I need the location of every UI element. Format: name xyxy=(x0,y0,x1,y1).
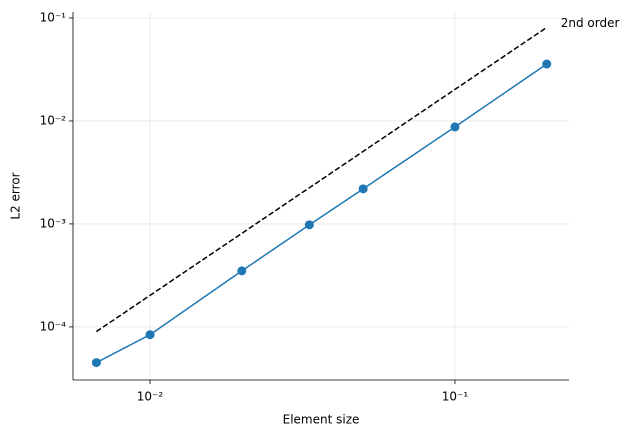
series-line xyxy=(96,63,548,364)
data-point xyxy=(358,184,368,194)
data-point xyxy=(304,220,314,230)
data-point xyxy=(145,330,155,340)
x-tick-label: 10⁻² xyxy=(137,390,164,404)
x-tick-label: 10⁻¹ xyxy=(442,390,469,404)
series-line xyxy=(95,26,548,333)
y-tick-label: 10⁻³ xyxy=(40,216,67,230)
series-label: 2nd order xyxy=(561,16,620,30)
y-tick-label: 10⁻¹ xyxy=(40,10,67,24)
y-tick-label: 10⁻² xyxy=(40,113,67,127)
data-point xyxy=(542,59,552,69)
x-axis-label: Element size xyxy=(283,413,360,427)
data-point xyxy=(91,358,101,368)
y-tick-label: 10⁻⁴ xyxy=(40,319,67,333)
data-point xyxy=(237,266,247,276)
y-axis-label: L2 error xyxy=(9,172,23,219)
data-point xyxy=(450,122,460,132)
